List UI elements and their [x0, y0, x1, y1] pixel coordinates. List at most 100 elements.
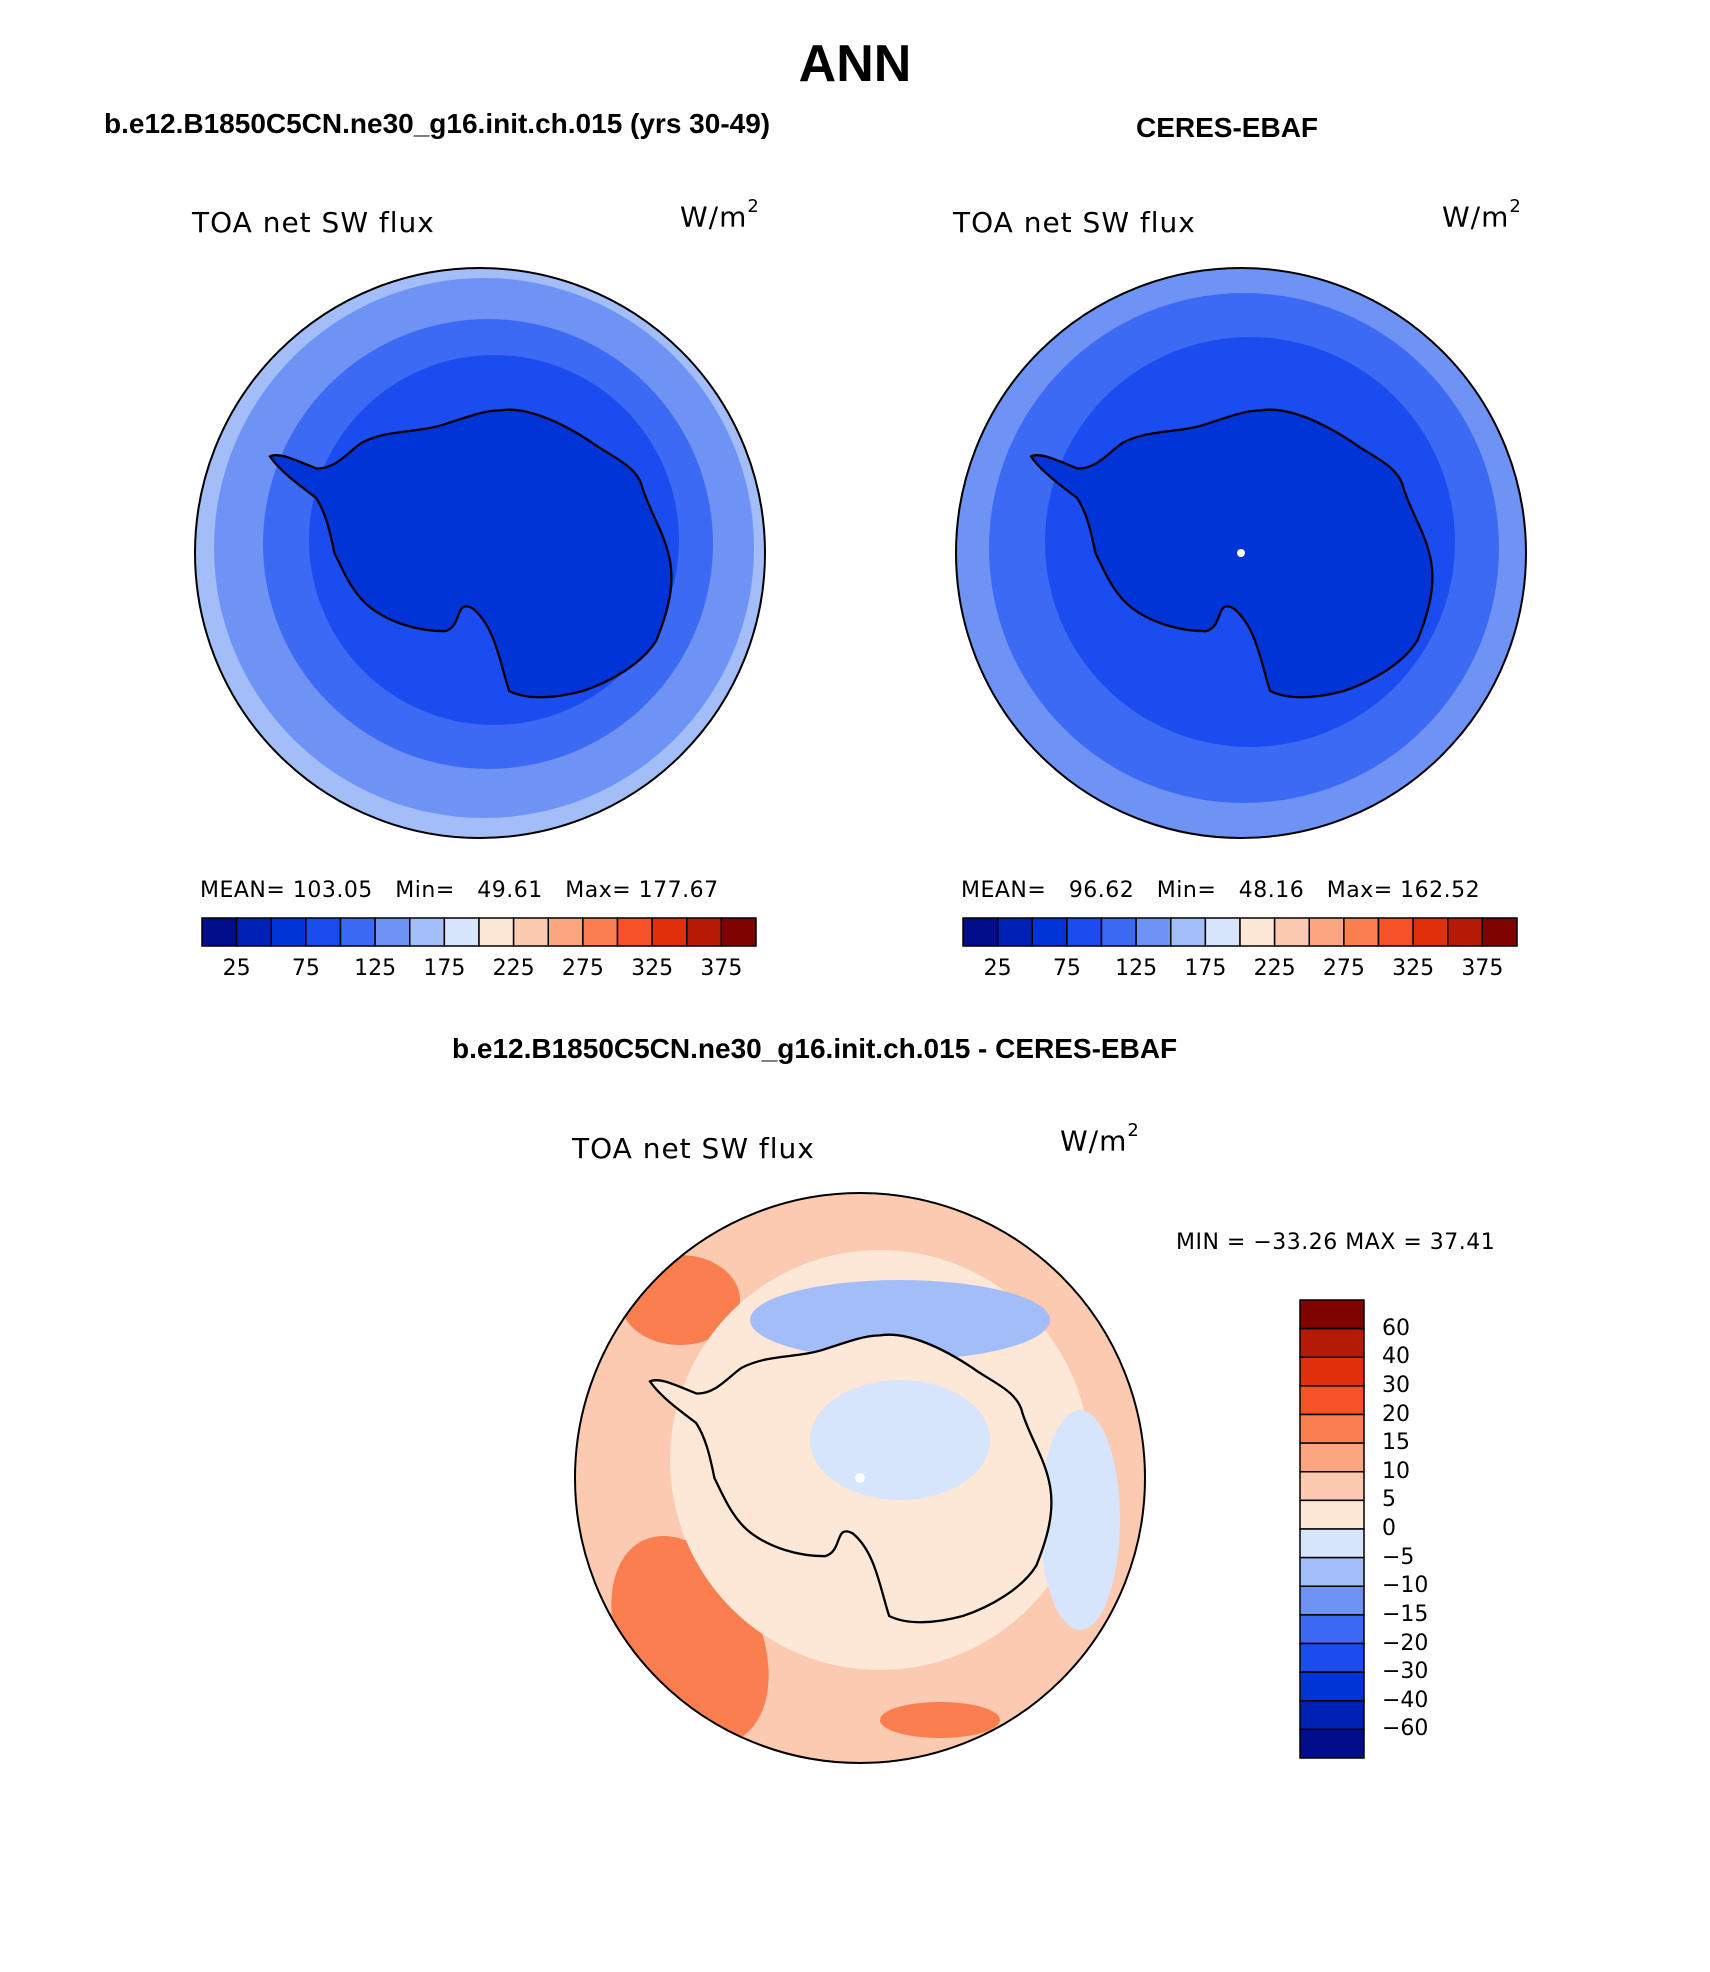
- colorbar-model-swatch: [686, 917, 723, 947]
- colorbar-diff: [1299, 1299, 1365, 1759]
- colorbar-model-swatch: [409, 917, 446, 947]
- colorbar-obs-swatch: [1135, 917, 1172, 947]
- colorbar-model-swatch: [478, 917, 515, 947]
- colorbar-diff-swatch: [1299, 1471, 1365, 1502]
- colorbar-obs-swatch: [962, 917, 999, 947]
- colorbar-model-swatch: [651, 917, 688, 947]
- colorbar-obs-swatch: [1308, 917, 1345, 947]
- colorbar-model-swatch: [201, 917, 238, 947]
- map-obs: [956, 268, 1526, 838]
- colorbar-model-tick-label: 125: [354, 956, 397, 981]
- colorbar-obs-tick-label: 375: [1461, 956, 1504, 981]
- colorbar-obs-swatch: [1170, 917, 1207, 947]
- colorbar-model-tick-label: 175: [423, 956, 466, 981]
- colorbar-diff-swatch: [1299, 1700, 1365, 1731]
- colorbar-diff-tick-label: 10: [1382, 1458, 1410, 1484]
- map-model: [195, 268, 765, 838]
- panel-right-stats: MEAN= 96.62 Min= 48.16 Max= 162.52: [961, 878, 1481, 903]
- colorbar-obs-swatch: [1204, 917, 1241, 947]
- colorbar-diff-swatch: [1299, 1385, 1365, 1416]
- colorbar-obs-tick-label: 275: [1322, 956, 1365, 981]
- diff-panel-variable: TOA net SW flux: [572, 1132, 815, 1165]
- panel-left-units: W/m2: [680, 196, 760, 234]
- colorbar-obs-swatch: [1239, 917, 1276, 947]
- panel-left-variable: TOA net SW flux: [192, 206, 435, 239]
- colorbar-obs-tick-label: 25: [983, 956, 1012, 981]
- colorbar-diff-tick-label: 20: [1382, 1401, 1410, 1427]
- colorbar-model-swatch: [339, 917, 376, 947]
- colorbar-diff-tick-label: 60: [1382, 1315, 1410, 1341]
- colorbar-obs-swatch: [1066, 917, 1103, 947]
- colorbar-diff-tick-label: −30: [1382, 1659, 1429, 1685]
- colorbar-model-tick-label: 275: [561, 956, 604, 981]
- colorbar-diff-tick-label: −5: [1382, 1544, 1415, 1570]
- diff-panel-units: W/m2: [1060, 1120, 1140, 1158]
- colorbar-obs-swatch: [996, 917, 1033, 947]
- colorbar-diff-swatch: [1299, 1728, 1365, 1759]
- colorbar-model-swatch: [235, 917, 272, 947]
- colorbar-diff-swatch: [1299, 1499, 1365, 1530]
- colorbar-model-swatch: [547, 917, 584, 947]
- panel-right-title: CERES-EBAF: [1136, 112, 1319, 143]
- colorbar-diff-swatch: [1299, 1556, 1365, 1587]
- colorbar-obs-swatch: [1412, 917, 1449, 947]
- colorbar-model-tick-label: 375: [700, 956, 743, 981]
- panel-right-variable: TOA net SW flux: [953, 206, 1196, 239]
- colorbar-obs-swatch: [1377, 917, 1414, 947]
- colorbar-diff-swatch: [1299, 1585, 1365, 1616]
- panel-right-units: W/m2: [1442, 196, 1522, 234]
- colorbar-model-swatch: [616, 917, 653, 947]
- map-diff: [575, 1193, 1145, 1763]
- colorbar-obs-swatch: [1273, 917, 1310, 947]
- colorbar-model-swatch: [582, 917, 619, 947]
- colorbar-model-tick-label: 325: [631, 956, 674, 981]
- colorbar-model-tick-label: 225: [492, 956, 535, 981]
- colorbar-diff-swatch: [1299, 1327, 1365, 1358]
- colorbar-model-tick-label: 25: [222, 956, 251, 981]
- colorbar-model-swatch: [443, 917, 480, 947]
- figure-title: ANN: [798, 35, 912, 93]
- colorbar-diff-tick-label: −60: [1382, 1716, 1429, 1742]
- colorbar-diff-swatch: [1299, 1642, 1365, 1673]
- colorbar-diff-tick-label: 30: [1382, 1372, 1410, 1398]
- colorbar-model: [201, 917, 757, 947]
- colorbar-obs-swatch: [1343, 917, 1380, 947]
- colorbar-obs-swatch: [1481, 917, 1518, 947]
- colorbar-diff-tick-label: −15: [1382, 1601, 1429, 1627]
- colorbar-model-swatch: [720, 917, 757, 947]
- colorbar-diff-tick-label: 5: [1382, 1487, 1396, 1513]
- colorbar-diff-swatch: [1299, 1528, 1365, 1559]
- colorbar-diff-swatch: [1299, 1671, 1365, 1702]
- colorbar-obs-tick-label: 325: [1392, 956, 1435, 981]
- colorbar-diff-tick-label: −40: [1382, 1687, 1429, 1713]
- map-model-border: [194, 267, 766, 839]
- colorbar-diff-swatch: [1299, 1299, 1365, 1330]
- panel-left-stats: MEAN= 103.05 Min= 49.61 Max= 177.67: [200, 878, 719, 903]
- colorbar-model-swatch: [270, 917, 307, 947]
- colorbar-diff-swatch: [1299, 1442, 1365, 1473]
- colorbar-model-swatch: [512, 917, 549, 947]
- panel-left-title: b.e12.B1850C5CN.ne30_g16.init.ch.015 (yr…: [104, 108, 771, 139]
- colorbar-obs: [962, 917, 1518, 947]
- colorbar-diff-tick-label: 15: [1382, 1430, 1410, 1456]
- colorbar-diff-swatch: [1299, 1614, 1365, 1645]
- colorbar-diff-swatch: [1299, 1413, 1365, 1444]
- colorbar-obs-tick-label: 225: [1253, 956, 1296, 981]
- colorbar-model-tick-label: 75: [291, 956, 320, 981]
- map-obs-border: [955, 267, 1527, 839]
- colorbar-model-swatch: [374, 917, 411, 947]
- diff-panel-minmax: MIN = −33.26 MAX = 37.41: [1176, 1230, 1496, 1255]
- colorbar-obs-swatch: [1100, 917, 1137, 947]
- colorbar-diff-tick-label: 40: [1382, 1344, 1410, 1370]
- colorbar-diff-tick-label: −20: [1382, 1630, 1429, 1656]
- colorbar-diff-swatch: [1299, 1356, 1365, 1387]
- colorbar-obs-swatch: [1447, 917, 1484, 947]
- colorbar-obs-tick-label: 75: [1052, 956, 1081, 981]
- colorbar-diff-tick-label: 0: [1382, 1516, 1396, 1541]
- colorbar-model-swatch: [305, 917, 342, 947]
- map-diff-border: [574, 1192, 1146, 1764]
- colorbar-obs-tick-label: 175: [1184, 956, 1227, 981]
- colorbar-obs-swatch: [1031, 917, 1068, 947]
- diff-panel-title: b.e12.B1850C5CN.ne30_g16.init.ch.015 - C…: [452, 1033, 1178, 1064]
